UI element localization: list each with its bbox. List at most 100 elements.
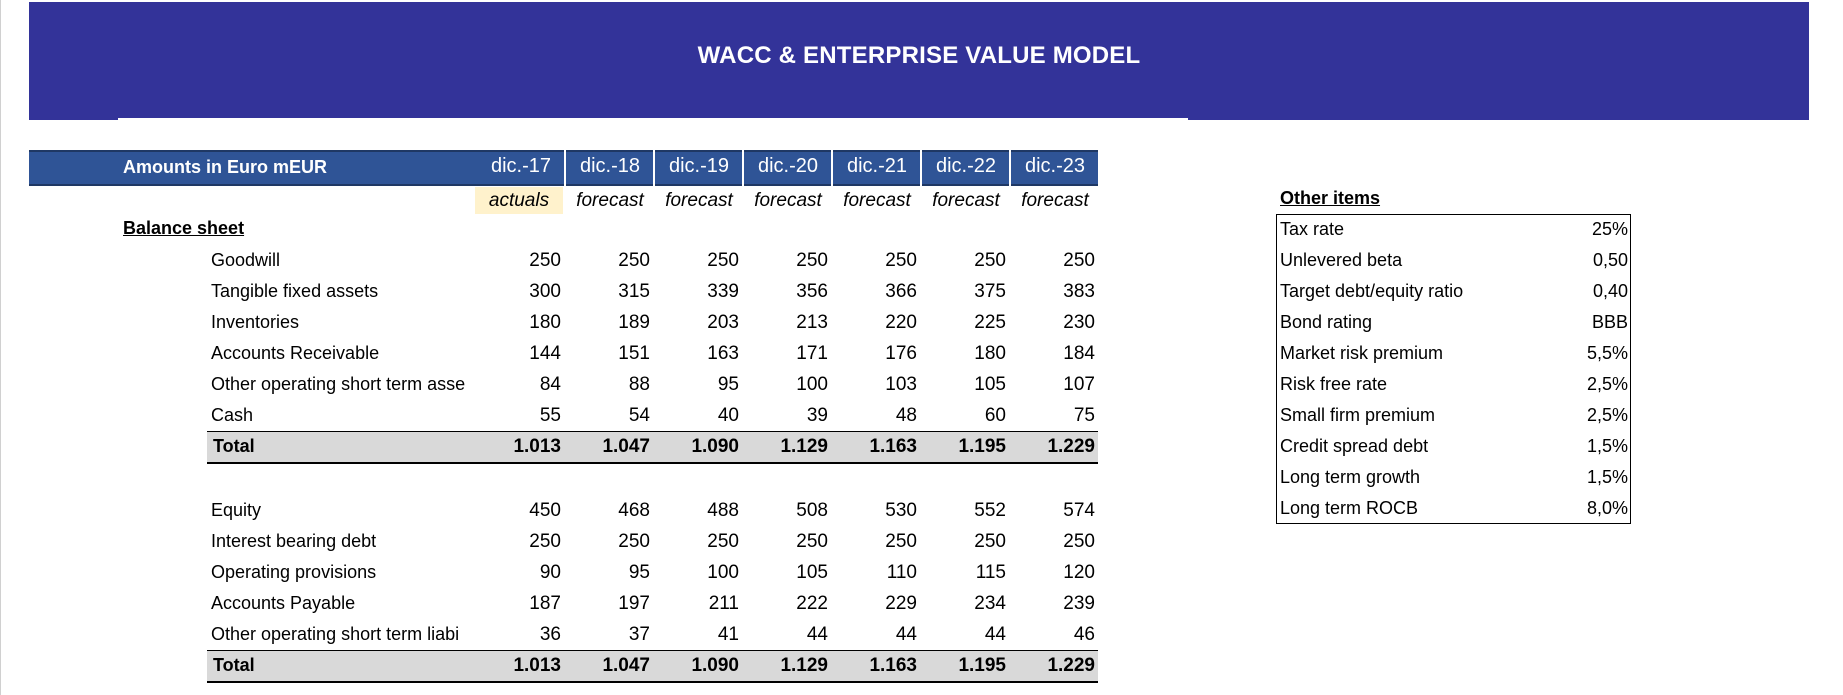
total-cell[interactable]: 1.090	[691, 436, 739, 457]
other-item-label[interactable]: Tax rate	[1280, 219, 1345, 239]
value-cell[interactable]: 250	[707, 531, 739, 552]
value-cell[interactable]: 95	[717, 374, 739, 395]
total-cell[interactable]: 1.013	[513, 436, 561, 457]
total-cell[interactable]: 1.229	[1047, 436, 1095, 457]
value-cell[interactable]: 115	[975, 562, 1006, 583]
total-label[interactable]: Total	[213, 655, 255, 675]
value-cell[interactable]: 468	[618, 500, 650, 521]
total-cell[interactable]: 1.163	[869, 655, 917, 676]
total-cell[interactable]: 1.195	[958, 436, 1006, 457]
value-cell[interactable]: 300	[529, 281, 561, 302]
row-label[interactable]: Inventories	[211, 312, 300, 332]
value-cell[interactable]: 189	[618, 312, 650, 333]
year-header[interactable]: dic.-23	[1024, 155, 1086, 177]
row-label[interactable]: Operating provisions	[211, 562, 377, 582]
value-cell[interactable]: 55	[539, 405, 561, 426]
other-item-value[interactable]: 1,5%	[1586, 436, 1628, 456]
value-cell[interactable]: 230	[1063, 312, 1095, 333]
value-cell[interactable]: 250	[974, 250, 1006, 271]
other-item-label[interactable]: Long term growth	[1280, 467, 1421, 487]
value-cell[interactable]: 383	[1063, 281, 1095, 302]
total-cell[interactable]: 1.195	[958, 655, 1006, 676]
total-cell[interactable]: 1.129	[780, 655, 828, 676]
value-cell[interactable]: 197	[618, 593, 650, 614]
year-header[interactable]: dic.-17	[490, 155, 552, 177]
value-cell[interactable]: 48	[895, 405, 917, 426]
value-cell[interactable]: 250	[618, 250, 650, 271]
value-cell[interactable]: 46	[1073, 624, 1095, 645]
value-cell[interactable]: 180	[974, 343, 1006, 364]
row-label[interactable]: Other operating short term liabi	[211, 624, 460, 644]
other-item-value[interactable]: 0,50	[1592, 250, 1628, 270]
value-cell[interactable]: 44	[895, 624, 917, 645]
value-cell[interactable]: 356	[796, 281, 828, 302]
row-label[interactable]: Equity	[211, 500, 262, 520]
value-cell[interactable]: 375	[974, 281, 1006, 302]
value-cell[interactable]: 250	[974, 531, 1006, 552]
value-cell[interactable]: 250	[885, 531, 917, 552]
value-cell[interactable]: 120	[1063, 562, 1095, 583]
year-header[interactable]: dic.-22	[935, 155, 997, 177]
other-item-value[interactable]: 8,0%	[1586, 498, 1628, 518]
value-cell[interactable]: 75	[1073, 405, 1095, 426]
value-cell[interactable]: 60	[984, 405, 1006, 426]
value-cell[interactable]: 107	[1063, 374, 1095, 395]
value-cell[interactable]: 103	[885, 374, 917, 395]
other-item-value[interactable]: 1,5%	[1586, 467, 1628, 487]
value-cell[interactable]: 574	[1063, 500, 1095, 521]
value-cell[interactable]: 41	[717, 624, 739, 645]
value-cell[interactable]: 213	[796, 312, 828, 333]
value-cell[interactable]: 184	[1063, 343, 1095, 364]
period-type-forecast[interactable]: forecast	[1021, 190, 1089, 211]
value-cell[interactable]: 450	[529, 500, 561, 521]
period-type-forecast[interactable]: forecast	[576, 190, 644, 211]
total-cell[interactable]: 1.047	[602, 655, 650, 676]
value-cell[interactable]: 44	[806, 624, 828, 645]
period-type-forecast[interactable]: forecast	[665, 190, 733, 211]
value-cell[interactable]: 163	[707, 343, 739, 364]
row-label[interactable]: Accounts Payable	[211, 593, 356, 613]
other-item-value[interactable]: 0,40	[1592, 281, 1628, 301]
value-cell[interactable]: 366	[885, 281, 917, 302]
value-cell[interactable]: 488	[707, 500, 739, 521]
other-item-label[interactable]: Market risk premium	[1280, 343, 1444, 363]
value-cell[interactable]: 211	[708, 593, 739, 614]
value-cell[interactable]: 220	[885, 312, 917, 333]
value-cell[interactable]: 100	[707, 562, 739, 583]
row-label[interactable]: Tangible fixed assets	[211, 281, 379, 301]
value-cell[interactable]: 151	[618, 343, 650, 364]
value-cell[interactable]: 171	[796, 343, 828, 364]
value-cell[interactable]: 250	[529, 531, 561, 552]
value-cell[interactable]: 222	[796, 593, 828, 614]
value-cell[interactable]: 40	[717, 405, 739, 426]
value-cell[interactable]: 250	[796, 250, 828, 271]
value-cell[interactable]: 90	[539, 562, 561, 583]
value-cell[interactable]: 100	[796, 374, 828, 395]
value-cell[interactable]: 250	[1063, 531, 1095, 552]
total-cell[interactable]: 1.129	[780, 436, 828, 457]
total-cell[interactable]: 1.047	[602, 436, 650, 457]
other-item-label[interactable]: Small firm premium	[1280, 405, 1436, 425]
other-item-label[interactable]: Long term ROCB	[1280, 498, 1419, 518]
value-cell[interactable]: 44	[984, 624, 1006, 645]
value-cell[interactable]: 250	[707, 250, 739, 271]
value-cell[interactable]: 530	[885, 500, 917, 521]
value-cell[interactable]: 36	[539, 624, 561, 645]
row-label[interactable]: Cash	[211, 405, 254, 425]
total-cell[interactable]: 1.090	[691, 655, 739, 676]
value-cell[interactable]: 250	[618, 531, 650, 552]
other-item-label[interactable]: Target debt/equity ratio	[1280, 281, 1464, 301]
other-item-value[interactable]: 25%	[1591, 219, 1628, 239]
other-item-label[interactable]: Unlevered beta	[1280, 250, 1403, 270]
value-cell[interactable]: 88	[628, 374, 650, 395]
value-cell[interactable]: 250	[1063, 250, 1095, 271]
other-item-label[interactable]: Risk free rate	[1280, 374, 1388, 394]
value-cell[interactable]: 250	[529, 250, 561, 271]
value-cell[interactable]: 315	[618, 281, 650, 302]
value-cell[interactable]: 105	[974, 374, 1006, 395]
year-header[interactable]: dic.-21	[846, 155, 908, 177]
row-label[interactable]: Accounts Receivable	[211, 343, 380, 363]
total-cell[interactable]: 1.013	[513, 655, 561, 676]
value-cell[interactable]: 203	[707, 312, 739, 333]
row-label[interactable]: Interest bearing debt	[211, 531, 377, 551]
